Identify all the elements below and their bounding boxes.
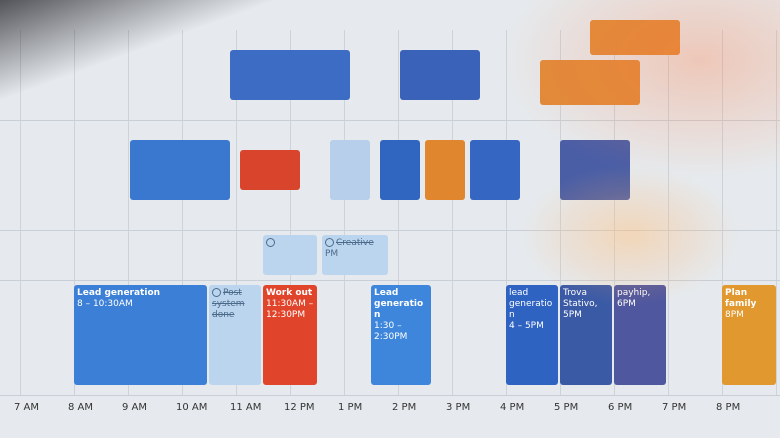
calendar-event[interactable] bbox=[400, 50, 480, 100]
event-title: Lead generation bbox=[374, 288, 424, 320]
calendar-event[interactable]: lead generation 4 – 5PM bbox=[506, 285, 558, 385]
event-title: Trova Stativo, 5PM bbox=[563, 288, 598, 320]
calendar-event[interactable] bbox=[240, 150, 300, 190]
event-title: Plan family bbox=[725, 288, 757, 309]
hour-label: 7 AM bbox=[14, 402, 40, 413]
hour-label: 8 AM bbox=[68, 402, 94, 413]
calendar-event[interactable] bbox=[425, 140, 465, 200]
hour-gridline bbox=[776, 30, 777, 395]
hour-label: 12 PM bbox=[284, 402, 315, 413]
event-time: 8PM bbox=[725, 310, 744, 320]
hour-gridline bbox=[20, 30, 21, 395]
task-time: PM bbox=[325, 249, 339, 259]
day-gridline bbox=[0, 120, 780, 121]
calendar-event[interactable] bbox=[230, 50, 350, 100]
hour-label: 2 PM bbox=[392, 402, 417, 413]
event-title: lead generation bbox=[509, 288, 553, 320]
calendar-event[interactable] bbox=[330, 140, 370, 200]
calendar-event[interactable] bbox=[130, 140, 230, 200]
event-title: payhip, 6PM bbox=[617, 288, 651, 309]
hour-label: 6 PM bbox=[608, 402, 633, 413]
calendar-event[interactable]: payhip, 6PM bbox=[614, 285, 666, 385]
calendar-event[interactable] bbox=[590, 20, 680, 55]
hour-gridline bbox=[668, 30, 669, 395]
calendar-event[interactable]: Plan family 8PM bbox=[722, 285, 776, 385]
task-title: Creative bbox=[336, 238, 374, 248]
check-circle-icon[interactable] bbox=[266, 238, 275, 247]
event-title: Lead generation bbox=[77, 288, 161, 298]
task-item[interactable]: Post system done bbox=[209, 285, 261, 385]
day-gridline bbox=[0, 395, 780, 396]
hour-label: 7 PM bbox=[662, 402, 687, 413]
calendar-event[interactable]: Lead generation 8 – 10:30AM bbox=[74, 285, 207, 385]
calendar-event[interactable] bbox=[470, 140, 520, 200]
hour-label: 1 PM bbox=[338, 402, 363, 413]
event-time: 1:30 – 2:30PM bbox=[374, 321, 408, 342]
task-item[interactable]: Creative PM bbox=[322, 235, 388, 275]
hour-label: 3 PM bbox=[446, 402, 471, 413]
check-circle-icon[interactable] bbox=[325, 238, 334, 247]
event-time: 11:30AM – 12:30PM bbox=[266, 299, 314, 320]
hour-label: 5 PM bbox=[554, 402, 579, 413]
calendar-event[interactable]: Trova Stativo, 5PM bbox=[560, 285, 612, 385]
event-time: 8 – 10:30AM bbox=[77, 299, 133, 309]
calendar-event[interactable] bbox=[560, 140, 630, 200]
task-item[interactable] bbox=[263, 235, 317, 275]
event-time: 4 – 5PM bbox=[509, 321, 544, 331]
calendar-event[interactable]: Work out 11:30AM – 12:30PM bbox=[263, 285, 317, 385]
calendar-event[interactable] bbox=[540, 60, 640, 105]
check-circle-icon[interactable] bbox=[212, 288, 221, 297]
hour-label: 4 PM bbox=[500, 402, 525, 413]
event-title: Work out bbox=[266, 288, 313, 298]
day-gridline bbox=[0, 280, 780, 281]
calendar-event[interactable]: Lead generation 1:30 – 2:30PM bbox=[371, 285, 431, 385]
hour-label: 10 AM bbox=[176, 402, 208, 413]
hour-label: 9 AM bbox=[122, 402, 148, 413]
calendar-event[interactable] bbox=[380, 140, 420, 200]
day-gridline bbox=[0, 230, 780, 231]
hour-label: 8 PM bbox=[716, 402, 741, 413]
hour-label: 11 AM bbox=[230, 402, 262, 413]
